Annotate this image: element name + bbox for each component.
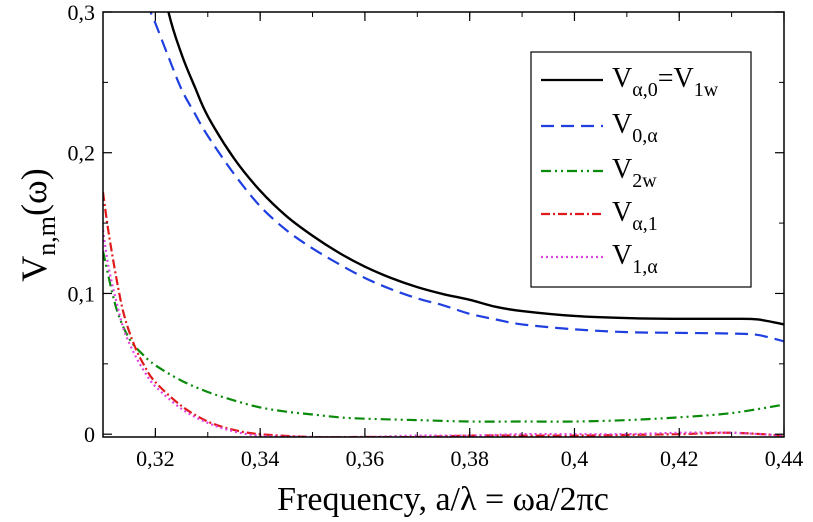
series-line-1 <box>167 12 784 326</box>
x-tick-label: 0,34 <box>241 446 280 471</box>
legend-label-2: V0,α <box>612 109 658 147</box>
x-axis: 0,32 0,34 0,36 0,38 0,4 0,42 0,44 <box>102 12 804 471</box>
legend-label-sub2: 1w <box>694 79 719 101</box>
legend-label-1: Vα,0=V1w <box>612 63 719 101</box>
legend-label-sub: α,1 <box>632 213 657 235</box>
x-tick-label: 0,36 <box>346 446 385 471</box>
legend-label-main: V <box>612 197 632 228</box>
y-tick-label: 0,1 <box>68 281 96 306</box>
legend-label-5: V1,α <box>612 240 658 278</box>
x-tick-label: 0,44 <box>765 446 804 471</box>
x-tick-label: 0,42 <box>660 446 699 471</box>
y-axis-title-tail: (ω) <box>14 168 54 216</box>
x-tick-label: 0,38 <box>450 446 489 471</box>
legend-label-sub: 2w <box>632 170 657 192</box>
legend-label-sub: 0,α <box>632 125 658 147</box>
y-axis-title-sub: n,m <box>32 216 61 256</box>
legend-label-3: V2w <box>612 154 657 192</box>
x-tick-label: 0,32 <box>136 446 175 471</box>
y-tick-label: 0,3 <box>68 0 96 25</box>
legend-label-main: V <box>612 240 632 271</box>
legend-label-main: V <box>612 63 632 94</box>
plot-frame <box>102 11 785 438</box>
series-line-3 <box>103 250 784 423</box>
svg-text:Vn,m(ω): Vn,m(ω) <box>14 168 61 281</box>
y-axis-title: Vn,m(ω) <box>14 168 61 281</box>
y-tick-label: 0 <box>84 422 95 447</box>
x-tick-label: 0,4 <box>561 446 589 471</box>
y-axis: 0 0,1 0,2 0,3 <box>68 0 784 447</box>
x-axis-title: Frequency, a/λ = ωa/2πc <box>277 481 609 518</box>
legend-label-sub: 1,α <box>632 256 658 278</box>
series-line-2 <box>149 12 784 343</box>
legend-label-main: V <box>612 109 632 140</box>
legend-label-main: V <box>612 154 632 185</box>
y-axis-title-main: V <box>14 256 54 282</box>
legend-label-sub: α,0 <box>632 79 657 101</box>
legend-box <box>530 51 752 288</box>
legend-label-mid: =V <box>658 63 694 94</box>
y-tick-label: 0,2 <box>68 141 96 166</box>
legend-label-4: Vα,1 <box>612 197 658 235</box>
